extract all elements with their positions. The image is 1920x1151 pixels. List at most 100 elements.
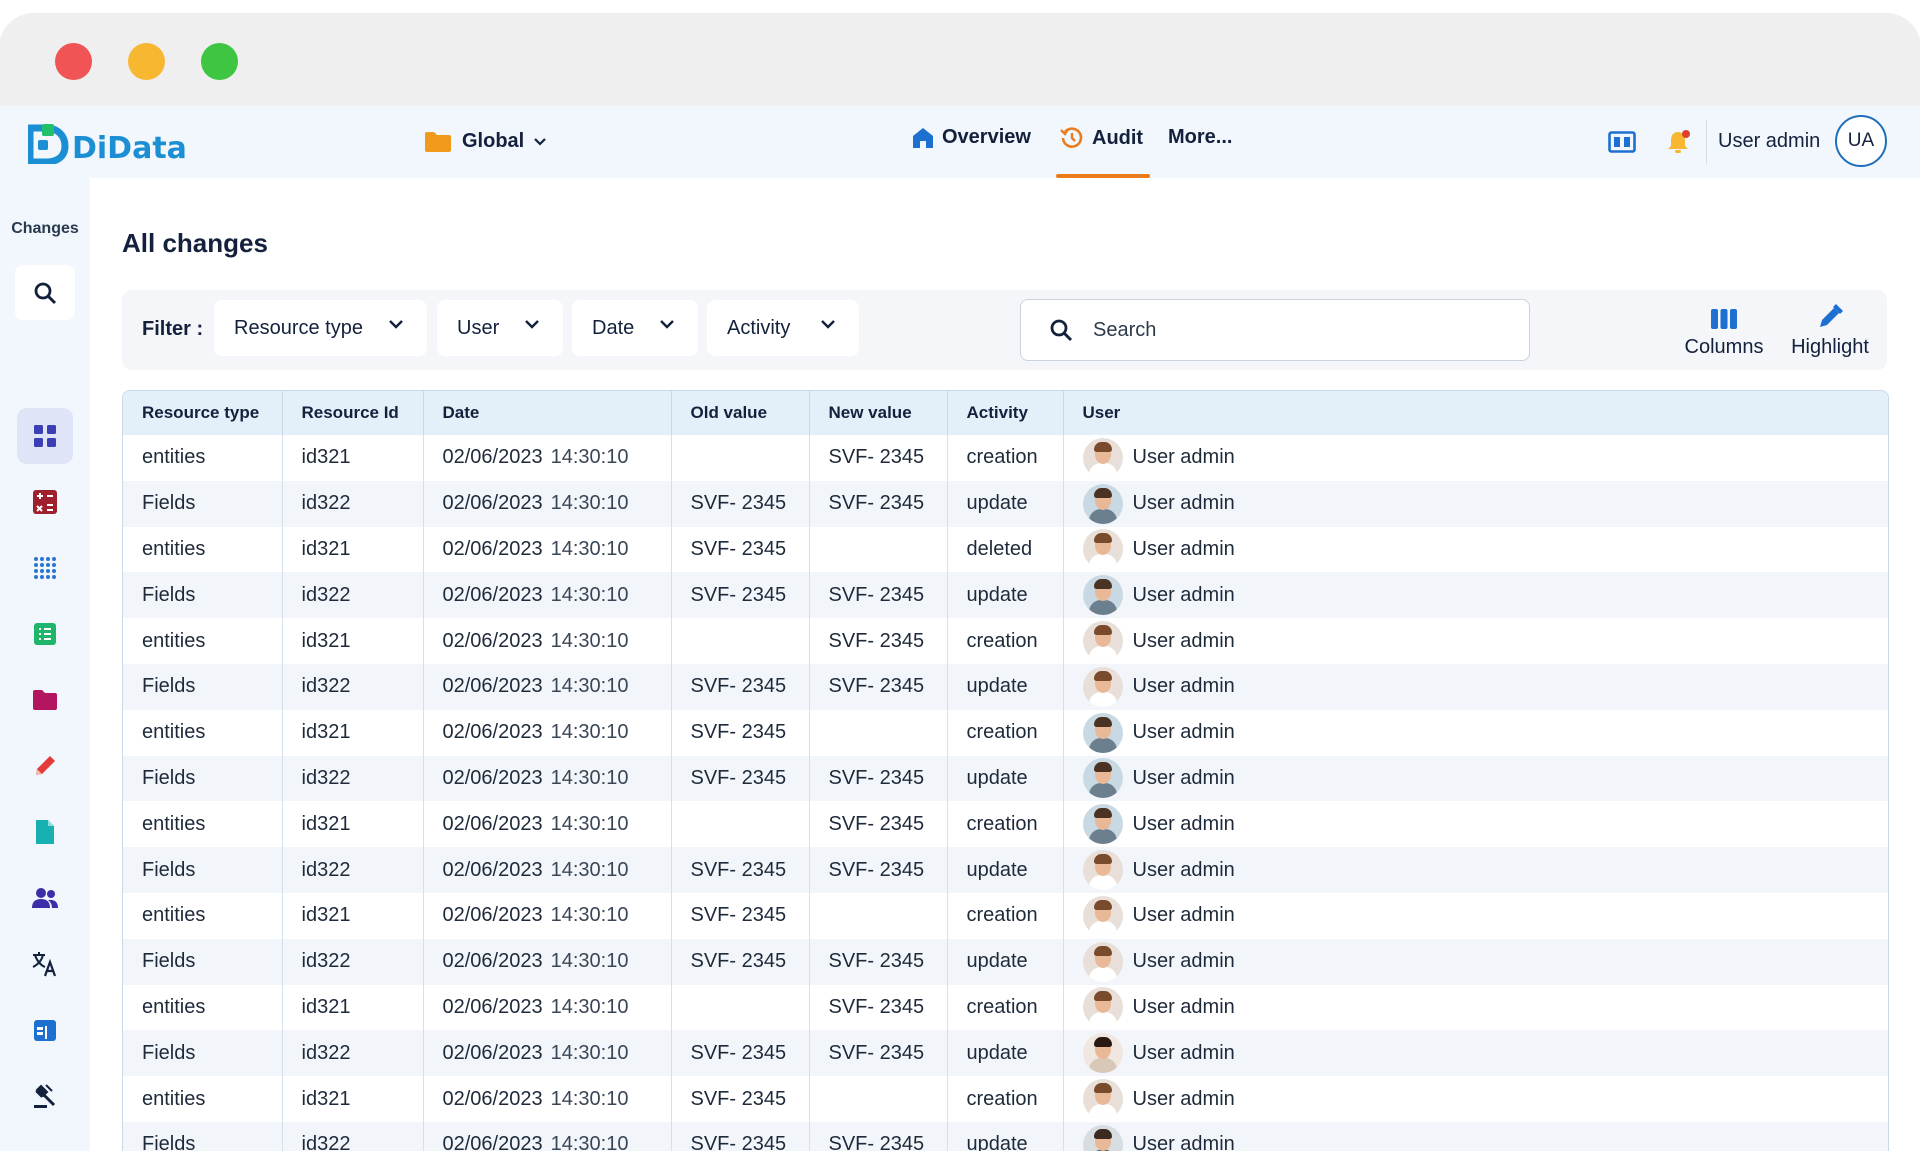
cell-date: 02/06/2023 14:30:10 <box>423 435 672 481</box>
column-header[interactable]: Resource type <box>123 391 283 435</box>
column-header[interactable]: Old value <box>671 391 810 435</box>
table-row[interactable]: entities id321 02/06/2023 14:30:10 SVF- 2345… <box>123 801 1888 848</box>
table-row[interactable]: Fields id322 02/06/2023 14:30:10 SVF- 2345 SV… <box>123 938 1888 985</box>
list-icon <box>34 623 56 645</box>
nav-overview[interactable]: Overview <box>912 126 1031 149</box>
sidebar-item-list[interactable] <box>17 606 73 662</box>
highlight-icon <box>1820 304 1843 327</box>
cell-date-day: 02/06/2023 <box>442 537 543 560</box>
table-row[interactable]: entities id321 02/06/2023 14:30:10 SVF- 2345… <box>123 892 1888 939</box>
minimize-window-button[interactable] <box>128 43 165 80</box>
filter-resource-type[interactable]: Resource type <box>214 300 427 356</box>
cell-old-value: SVF- 2345 <box>671 755 810 802</box>
column-header[interactable]: Date <box>423 391 672 435</box>
filter-user[interactable]: User <box>437 300 563 356</box>
cell-date-time: 14:30:10 <box>550 766 629 789</box>
workspace-label: Global <box>462 130 525 152</box>
user-avatar-icon <box>1082 1124 1123 1151</box>
layout-toggle-button[interactable] <box>1608 106 1636 178</box>
cell-user-name: User admin <box>1132 721 1235 744</box>
filter-date-label: Date <box>592 316 635 339</box>
column-header[interactable]: Resource Id <box>282 391 424 435</box>
table-row[interactable]: Fields id322 02/06/2023 14:30:10 SVF- 2345 SV… <box>123 572 1888 619</box>
cell-user-name: User admin <box>1132 583 1235 606</box>
sidebar-item-edit[interactable] <box>17 738 73 794</box>
table-row[interactable]: entities id321 02/06/2023 14:30:10 SVF- 2345… <box>123 435 1888 481</box>
nav-audit[interactable]: Audit <box>1060 126 1143 150</box>
columns-button[interactable]: Columns <box>1682 296 1766 359</box>
filter-activity[interactable]: Activity <box>707 300 859 356</box>
table-row[interactable]: Fields id322 02/06/2023 14:30:10 SVF- 2345 SV… <box>123 1030 1888 1077</box>
cell-old-value <box>671 435 810 481</box>
table-row[interactable]: entities id321 02/06/2023 14:30:10 SVF- 2345… <box>123 984 1888 1031</box>
cell-new-value: SVF- 2345 <box>809 1121 948 1151</box>
cell-user-name: User admin <box>1132 812 1235 835</box>
cell-user: User admin <box>1063 527 1888 573</box>
table-row[interactable]: Fields id322 02/06/2023 14:30:10 SVF- 2345 SV… <box>123 1121 1888 1151</box>
table-row[interactable]: entities id321 02/06/2023 14:30:10 SVF- 2345… <box>123 618 1888 664</box>
table-row[interactable]: Fields id322 02/06/2023 14:30:10 SVF- 2345 SV… <box>123 663 1888 710</box>
sidebar-item-calendar[interactable] <box>17 1002 73 1058</box>
logo-mark-icon <box>28 124 69 164</box>
maximize-window-button[interactable] <box>201 43 238 80</box>
cell-old-value: SVF- 2345 <box>671 1030 810 1077</box>
column-header[interactable]: User <box>1063 391 1888 435</box>
cell-date-day: 02/06/2023 <box>442 675 543 698</box>
columns-icon <box>1711 309 1737 329</box>
sidebar-item-folder[interactable] <box>17 672 73 728</box>
filter-date[interactable]: Date <box>572 300 698 356</box>
chevron-down-icon <box>389 320 403 329</box>
table-row[interactable]: Fields id322 02/06/2023 14:30:10 SVF- 2345 SV… <box>123 847 1888 893</box>
sidebar-item-audit-rules[interactable] <box>17 1068 73 1124</box>
workspace-selector[interactable]: Global <box>424 130 547 153</box>
columns-button-label: Columns <box>1684 336 1764 358</box>
highlight-button[interactable]: Highlight <box>1782 296 1878 359</box>
cell-activity: update <box>947 1121 1064 1151</box>
table-row[interactable]: Fields id322 02/06/2023 14:30:10 SVF- 2345 SV… <box>123 480 1888 527</box>
sidebar-item-calculator[interactable] <box>17 474 73 530</box>
cell-user: User admin <box>1063 1121 1888 1151</box>
cell-date: 02/06/2023 14:30:10 <box>423 663 672 710</box>
sidebar-item-grid[interactable] <box>17 540 73 596</box>
cell-activity: update <box>947 480 1064 527</box>
bell-icon <box>1668 130 1690 153</box>
cell-resource-id: id322 <box>282 938 424 985</box>
notifications-button[interactable] <box>1666 106 1692 178</box>
nav-more-label: More... <box>1168 126 1233 148</box>
nav-more[interactable]: More... <box>1168 126 1232 149</box>
cell-old-value <box>671 984 810 1031</box>
cell-date-time: 14:30:10 <box>550 629 629 652</box>
table-row[interactable]: entities id321 02/06/2023 14:30:10 SVF- 2345… <box>123 1076 1888 1122</box>
table-row[interactable]: entities id321 02/06/2023 14:30:10 SVF- 2345… <box>123 709 1888 756</box>
search-input[interactable] <box>1091 314 1495 346</box>
window-titlebar <box>0 14 1920 106</box>
sidebar-item-translate[interactable] <box>17 936 73 992</box>
table-row[interactable]: entities id321 02/06/2023 14:30:10 SVF- 2345… <box>123 526 1888 573</box>
cell-resource-id: id322 <box>282 847 424 893</box>
brand-logo[interactable]: DiData <box>28 124 187 164</box>
user-avatar-icon <box>1082 1079 1123 1120</box>
folder-icon <box>425 131 451 152</box>
cell-resource-type: Fields <box>123 938 283 985</box>
cell-activity: creation <box>947 618 1064 664</box>
cell-resource-type: entities <box>123 435 283 481</box>
cell-new-value <box>809 892 948 939</box>
user-name[interactable]: User admin <box>1718 130 1821 152</box>
cell-user-name: User admin <box>1132 492 1235 515</box>
user-avatar-icon <box>1082 529 1123 570</box>
column-header[interactable]: New value <box>809 391 948 435</box>
cell-old-value: SVF- 2345 <box>671 938 810 985</box>
cell-activity: creation <box>947 984 1064 1031</box>
sidebar-item-users[interactable] <box>17 870 73 926</box>
cell-resource-type: Fields <box>123 1121 283 1151</box>
sidebar-item-dashboard[interactable] <box>17 408 73 464</box>
cell-old-value <box>671 801 810 848</box>
table-row[interactable]: Fields id322 02/06/2023 14:30:10 SVF- 2345 SV… <box>123 755 1888 802</box>
user-avatar[interactable]: UA <box>1835 115 1887 167</box>
sidebar-search-button[interactable] <box>15 265 75 320</box>
column-header[interactable]: Activity <box>947 391 1064 435</box>
cell-date-time: 14:30:10 <box>550 995 629 1018</box>
close-window-button[interactable] <box>55 43 92 80</box>
sidebar-item-document[interactable] <box>17 804 73 860</box>
cell-user-name: User admin <box>1132 446 1235 469</box>
